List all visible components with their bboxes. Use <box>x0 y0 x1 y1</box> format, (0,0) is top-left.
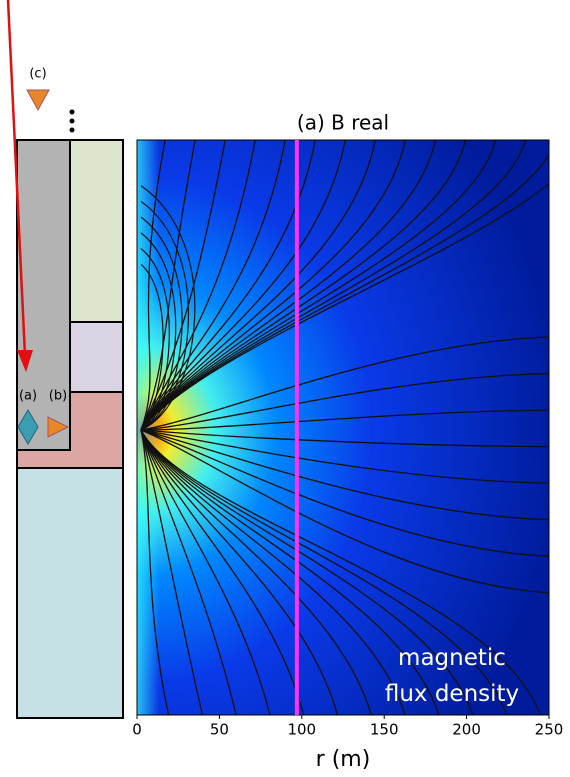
x-tick-label: 200 <box>452 721 481 739</box>
x-tick-label: 0 <box>132 721 142 739</box>
figure: (c) (a) (b) (a) B real magneticflux dens… <box>0 0 570 777</box>
schematic: (c) (a) (b) <box>8 0 123 718</box>
triangle-c <box>27 90 49 110</box>
x-axis-label: r (m) <box>316 747 371 772</box>
label: (c) <box>29 67 46 82</box>
chart-title: (a) B real <box>297 111 389 135</box>
label: (a) <box>19 389 37 404</box>
dot <box>70 128 75 133</box>
layer <box>70 322 123 392</box>
layer <box>17 468 123 718</box>
x-tick-label: 50 <box>210 721 229 739</box>
dot <box>70 110 75 115</box>
x-tick-label: 250 <box>535 721 564 739</box>
x-tick-label: 150 <box>370 721 399 739</box>
label: (b) <box>49 389 67 404</box>
layer <box>70 140 123 322</box>
casing <box>17 140 70 450</box>
x-tick-label: 100 <box>287 721 316 739</box>
field-plot <box>137 130 570 725</box>
dot <box>70 119 75 124</box>
